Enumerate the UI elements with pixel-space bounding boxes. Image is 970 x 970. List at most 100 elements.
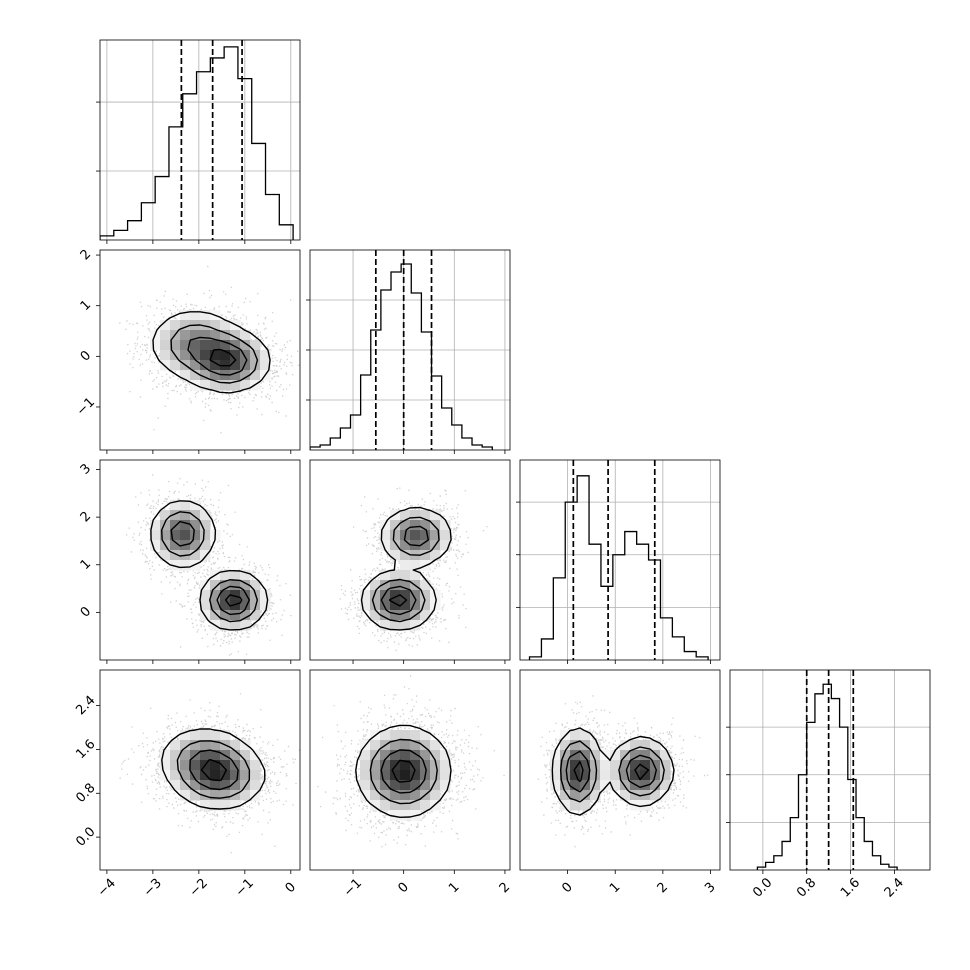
density-cell [210,780,221,791]
hist-panel-1 [306,249,511,454]
density-cell [400,800,411,811]
density-cell [220,580,231,591]
density-cell [430,510,441,521]
density-cell [610,760,621,771]
density-cell [380,770,391,781]
panel-frame [309,459,511,661]
contour-line [170,324,259,384]
density-cell [640,750,651,761]
density-cell [380,590,391,601]
density-cell [630,750,641,761]
contour-line [560,740,665,803]
density-cell [560,800,571,811]
density-cell [390,570,401,581]
hist-step-line [100,46,294,240]
density-cell [240,620,251,631]
density-cell [440,520,451,531]
density-cell [560,760,571,771]
contour-line [565,750,657,793]
hist-step-line [528,475,709,660]
density-cell [400,750,411,761]
density-cell [240,760,251,771]
y-tick-label: 2 [78,247,94,263]
density-cell [210,590,221,601]
density-cell [580,750,591,761]
density-cell [200,730,211,741]
density-cell [420,780,431,791]
scatter-panel-0-1 [96,249,301,454]
density-cell [380,600,391,611]
density-cell [240,360,251,371]
density-cell [170,530,181,541]
density-cell [360,600,371,611]
density-cell [240,740,251,751]
density-cell [440,780,451,791]
density-cell [580,760,591,771]
density-cell [400,510,411,521]
density-cell [180,750,191,761]
density-cell [390,520,401,531]
contour-line [371,516,440,623]
density-cell [170,540,181,551]
density-cell [190,530,201,541]
x-tick-label: −1 [341,876,365,900]
panel-inner [317,675,505,848]
density-cell [550,770,561,781]
density-cell [200,600,211,611]
contour-line [355,724,452,818]
density-cell [230,780,241,791]
density-cell [200,370,211,381]
density-cell [170,320,181,331]
density-cell [170,760,181,771]
density-cell [640,760,651,771]
density-cell [250,580,261,591]
density-cell [570,780,581,791]
panels-layer: −1 0 1 2 0 1 2 3 0.0 0.8 1.6 2.4 −4 −3 −2 −1 0 −1 0 1 2 0 1 2 3 0… [73,39,931,901]
density-cell [380,540,391,551]
density-cell [630,790,641,801]
density-cell [380,750,391,761]
density-cell [420,520,431,531]
density-cell [370,800,381,811]
density-cell [200,320,211,331]
hist-frame [519,459,721,661]
density-cell [210,370,221,381]
density-cell [380,730,391,741]
density-cell [420,800,431,811]
density-cell [230,610,241,621]
density-cell [650,740,661,751]
density-cell [390,750,401,761]
density-cell [660,780,671,791]
density-cell [570,740,581,751]
density-cell [370,770,381,781]
density-cell [400,520,411,531]
density-cell [410,740,421,751]
density-cell [240,380,251,391]
density-cell [590,740,601,751]
x-tick-label: −2 [187,876,211,900]
density-cell [160,360,171,371]
density-cell [190,770,201,781]
density-cell [420,610,431,621]
x-tick-label: 1.6 [838,875,863,900]
x-tick-label: −1 [233,876,257,900]
density-cell [230,370,241,381]
density-cell [420,600,431,611]
y-tick-label: 2.4 [73,693,98,718]
hist-step-line [756,683,898,870]
density-cell [180,310,191,321]
density-cell [640,770,651,781]
density-cell [420,540,431,551]
density-cell [620,790,631,801]
hist-step-line [310,263,493,450]
density-cell [370,600,381,611]
y-tick-label: 0 [78,348,94,364]
contour-line [391,759,416,783]
x-tick-label: 0 [395,880,411,896]
contour-line [360,506,452,631]
density-cell [180,330,191,341]
density-cell [600,760,611,771]
density-cell [200,740,211,751]
density-cell [240,610,251,621]
hist-background [730,670,930,870]
